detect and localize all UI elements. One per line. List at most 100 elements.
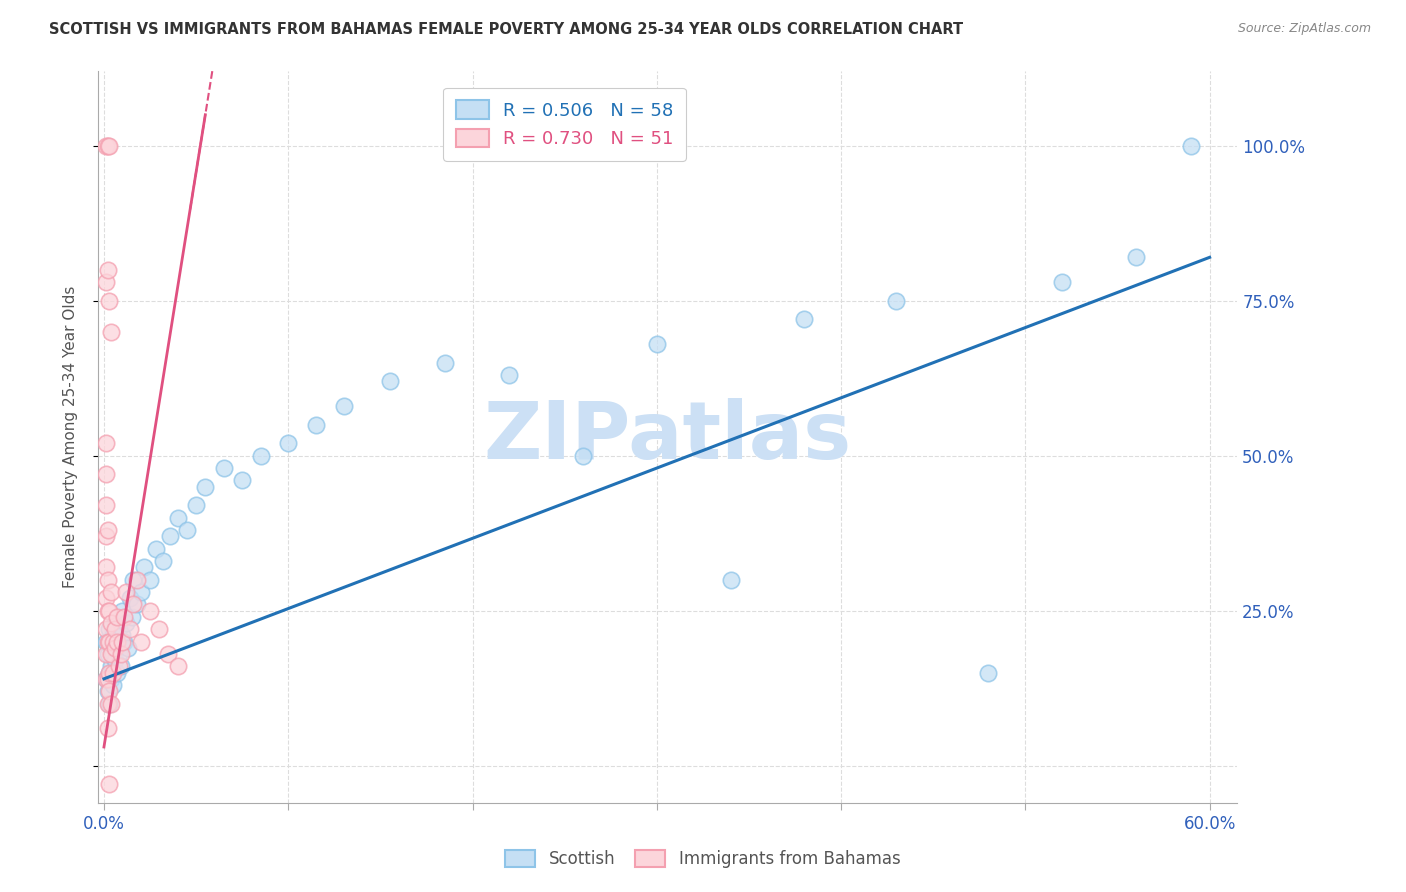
Point — [104, 653, 127, 667]
Point — [98, 697, 121, 711]
Point — [97, 722, 120, 736]
Point — [100, 325, 122, 339]
Point — [94, 498, 117, 512]
Point — [110, 659, 132, 673]
Point — [121, 610, 143, 624]
Point — [118, 591, 141, 606]
Point — [100, 647, 122, 661]
Point — [107, 622, 129, 636]
Point — [104, 640, 127, 655]
Point — [152, 554, 174, 568]
Point — [1125, 250, 1147, 264]
Legend: Scottish, Immigrants from Bahamas: Scottish, Immigrants from Bahamas — [499, 843, 907, 875]
Point — [94, 634, 117, 648]
Point — [134, 560, 156, 574]
Y-axis label: Female Poverty Among 25-34 Year Olds: Female Poverty Among 25-34 Year Olds — [63, 286, 77, 588]
Point — [305, 417, 328, 432]
Point — [139, 573, 162, 587]
Point — [212, 461, 235, 475]
Point — [122, 598, 145, 612]
Point — [572, 449, 595, 463]
Point — [378, 374, 401, 388]
Point — [100, 640, 122, 655]
Point — [98, 665, 121, 680]
Point — [277, 436, 299, 450]
Point — [94, 672, 117, 686]
Point — [105, 610, 128, 624]
Point — [104, 622, 127, 636]
Point — [111, 628, 134, 642]
Point — [105, 634, 128, 648]
Point — [101, 628, 124, 642]
Point — [104, 634, 127, 648]
Point — [94, 436, 117, 450]
Point — [117, 640, 139, 655]
Point — [139, 604, 162, 618]
Point — [105, 640, 128, 655]
Point — [157, 647, 180, 661]
Point — [97, 523, 120, 537]
Point — [977, 665, 1000, 680]
Point — [645, 337, 668, 351]
Point — [104, 615, 127, 630]
Point — [100, 615, 122, 630]
Point — [97, 604, 120, 618]
Point — [94, 672, 117, 686]
Point — [97, 634, 120, 648]
Text: SCOTTISH VS IMMIGRANTS FROM BAHAMAS FEMALE POVERTY AMONG 25-34 YEAR OLDS CORRELA: SCOTTISH VS IMMIGRANTS FROM BAHAMAS FEMA… — [49, 22, 963, 37]
Point — [111, 634, 134, 648]
Point — [127, 573, 149, 587]
Point — [94, 591, 117, 606]
Point — [98, 634, 121, 648]
Point — [112, 634, 135, 648]
Point — [148, 622, 170, 636]
Point — [115, 585, 138, 599]
Point — [97, 647, 120, 661]
Point — [112, 610, 135, 624]
Point — [118, 622, 141, 636]
Point — [110, 647, 132, 661]
Point — [145, 541, 167, 556]
Point — [122, 573, 145, 587]
Point — [97, 672, 120, 686]
Point — [127, 598, 149, 612]
Point — [184, 498, 207, 512]
Point — [105, 665, 128, 680]
Point — [94, 529, 117, 543]
Point — [97, 138, 120, 153]
Point — [115, 615, 138, 630]
Legend: R = 0.506   N = 58, R = 0.730   N = 51: R = 0.506 N = 58, R = 0.730 N = 51 — [443, 87, 686, 161]
Point — [94, 467, 117, 482]
Point — [1050, 275, 1073, 289]
Point — [98, 684, 121, 698]
Point — [1180, 138, 1202, 153]
Point — [129, 585, 152, 599]
Point — [98, 138, 121, 153]
Text: ZIPatlas: ZIPatlas — [484, 398, 852, 476]
Point — [98, 622, 121, 636]
Point — [97, 573, 120, 587]
Point — [97, 262, 120, 277]
Point — [100, 697, 122, 711]
Point — [100, 585, 122, 599]
Point — [97, 684, 120, 698]
Point — [94, 138, 117, 153]
Point — [159, 529, 181, 543]
Point — [793, 312, 815, 326]
Point — [111, 604, 134, 618]
Point — [332, 399, 354, 413]
Point — [720, 573, 742, 587]
Point — [94, 647, 117, 661]
Point — [107, 659, 129, 673]
Point — [97, 697, 120, 711]
Point — [100, 672, 122, 686]
Point — [129, 634, 152, 648]
Point — [94, 622, 117, 636]
Point — [98, 777, 121, 791]
Point — [101, 678, 124, 692]
Point — [886, 293, 908, 308]
Point — [166, 659, 188, 673]
Point — [98, 665, 121, 680]
Point — [498, 368, 520, 383]
Point — [194, 480, 217, 494]
